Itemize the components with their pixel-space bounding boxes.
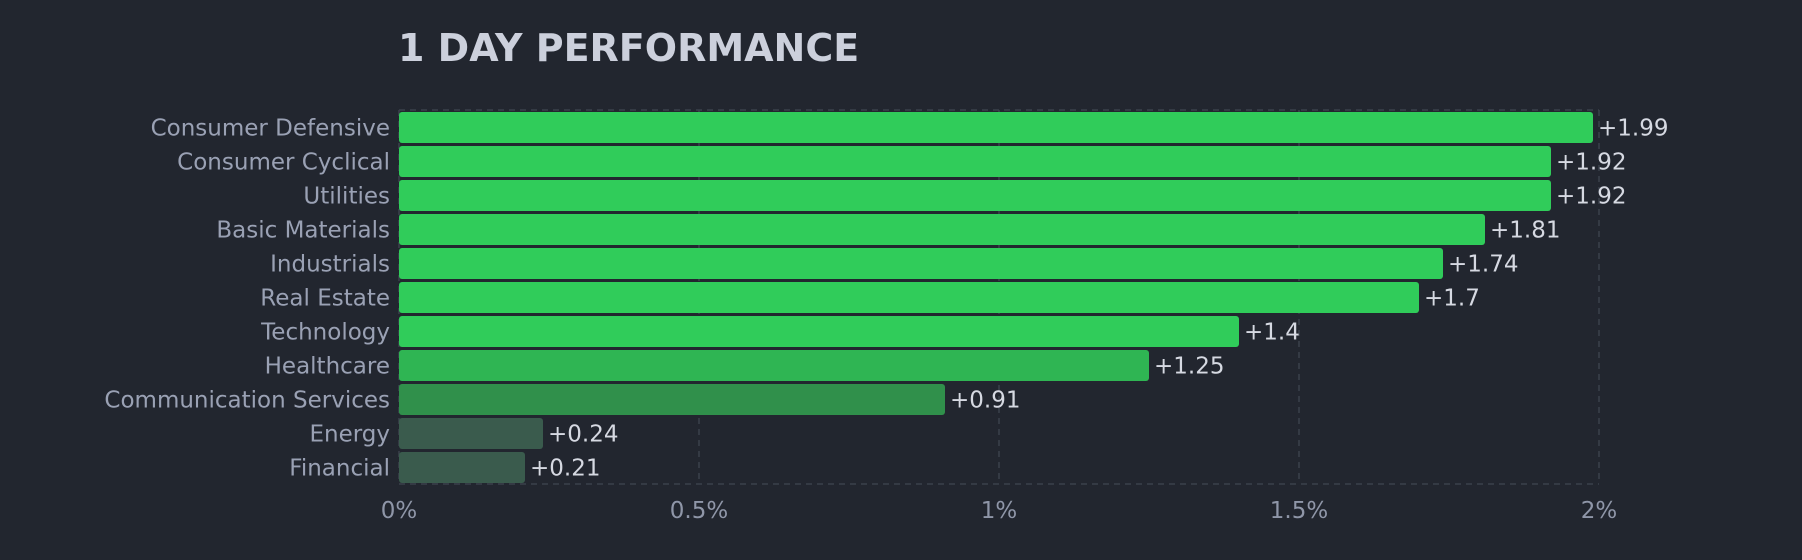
data-label: +1.74: [1448, 252, 1518, 278]
x-tick-label: 1%: [981, 498, 1018, 524]
category-label: Consumer Defensive: [151, 116, 390, 142]
bar: [399, 112, 1593, 143]
bar: [399, 384, 945, 415]
category-label: Industrials: [270, 252, 390, 278]
bar: [399, 452, 525, 483]
data-label: +1.81: [1490, 218, 1560, 244]
category-label: Technology: [260, 320, 390, 346]
bar: [399, 214, 1485, 245]
data-label: +0.91: [950, 388, 1020, 414]
bar: [399, 316, 1239, 347]
category-label: Financial: [289, 456, 390, 482]
category-label: Utilities: [303, 184, 390, 210]
bar: [399, 350, 1149, 381]
bar: [399, 282, 1419, 313]
data-label: +1.4: [1244, 320, 1300, 346]
chart-title: 1 DAY PERFORMANCE: [398, 26, 860, 70]
x-tick-label: 2%: [1581, 498, 1618, 524]
data-label: +1.25: [1154, 354, 1224, 380]
category-label: Real Estate: [260, 286, 390, 312]
bars: [399, 112, 1593, 483]
data-label: +1.92: [1556, 184, 1626, 210]
data-label: +0.21: [530, 456, 600, 482]
category-label: Consumer Cyclical: [177, 150, 390, 176]
category-label: Energy: [309, 422, 390, 448]
category-label: Communication Services: [104, 388, 390, 414]
x-tick-label: 1.5%: [1270, 498, 1328, 524]
x-tick-label: 0%: [381, 498, 418, 524]
bar: [399, 418, 543, 449]
data-label: +1.99: [1598, 116, 1668, 142]
category-label: Healthcare: [265, 354, 390, 380]
bar: [399, 248, 1443, 279]
bar: [399, 180, 1551, 211]
category-label: Basic Materials: [216, 218, 390, 244]
x-tick-label: 0.5%: [670, 498, 728, 524]
data-label: +1.7: [1424, 286, 1480, 312]
labels: 0% 0.5% 1% 1.5% 2% Consumer Defensive +1.99 Con…: [104, 116, 1668, 525]
data-label: +0.24: [548, 422, 618, 448]
data-label: +1.92: [1556, 150, 1626, 176]
bar: [399, 146, 1551, 177]
